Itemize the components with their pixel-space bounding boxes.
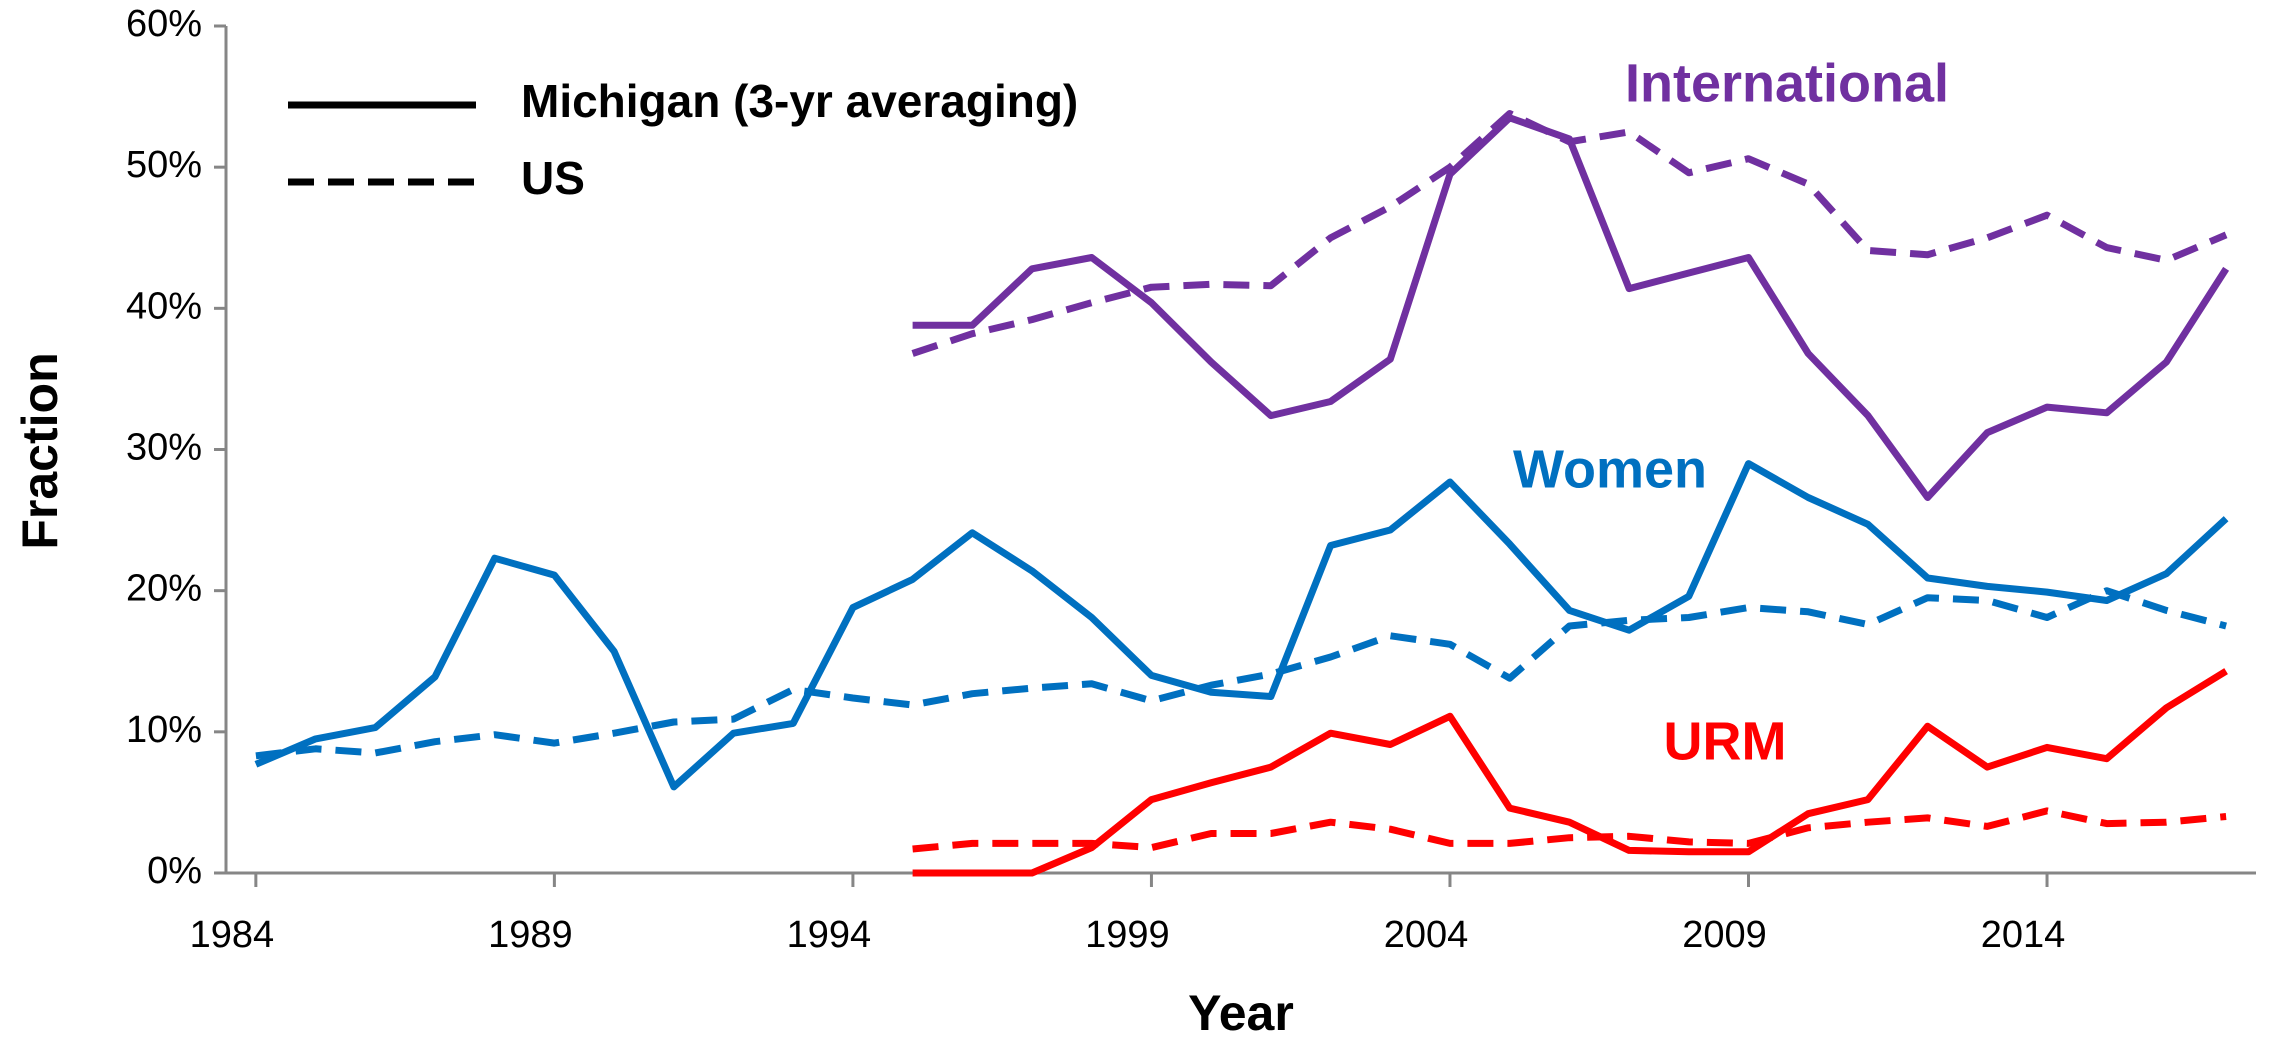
x-tick-label: 2014 xyxy=(1981,914,2066,956)
series-label: Women xyxy=(1513,439,1707,499)
x-tick-label: 1989 xyxy=(488,914,573,956)
x-tick-label: 2009 xyxy=(1682,914,1767,956)
series-line xyxy=(254,460,2229,791)
series-line xyxy=(911,110,2228,357)
y-tick-label: 50% xyxy=(126,144,202,186)
y-tick-label: 0% xyxy=(147,850,202,892)
series-label: URM xyxy=(1664,711,1787,771)
x-axis-title: Year xyxy=(1188,985,1294,1041)
series-line xyxy=(912,807,2227,853)
x-tick-label: 1999 xyxy=(1085,914,1170,956)
series-label: International xyxy=(1625,53,1949,113)
x-tick-label: 1984 xyxy=(190,914,275,956)
x-tick-label: 1994 xyxy=(787,914,872,956)
series-line xyxy=(255,587,2227,760)
legend-label: Michigan (3-yr averaging) xyxy=(521,75,1078,127)
y-tick-label: 20% xyxy=(126,568,202,610)
y-tick-label: 30% xyxy=(126,427,202,469)
x-tick-label: 2004 xyxy=(1384,914,1469,956)
series-line xyxy=(912,668,2228,877)
y-tick-label: 40% xyxy=(126,285,202,327)
y-tick-label: 60% xyxy=(126,3,202,45)
y-axis-title: Fraction xyxy=(12,352,68,549)
legend-label: US xyxy=(521,152,585,204)
y-tick-label: 10% xyxy=(126,709,202,751)
